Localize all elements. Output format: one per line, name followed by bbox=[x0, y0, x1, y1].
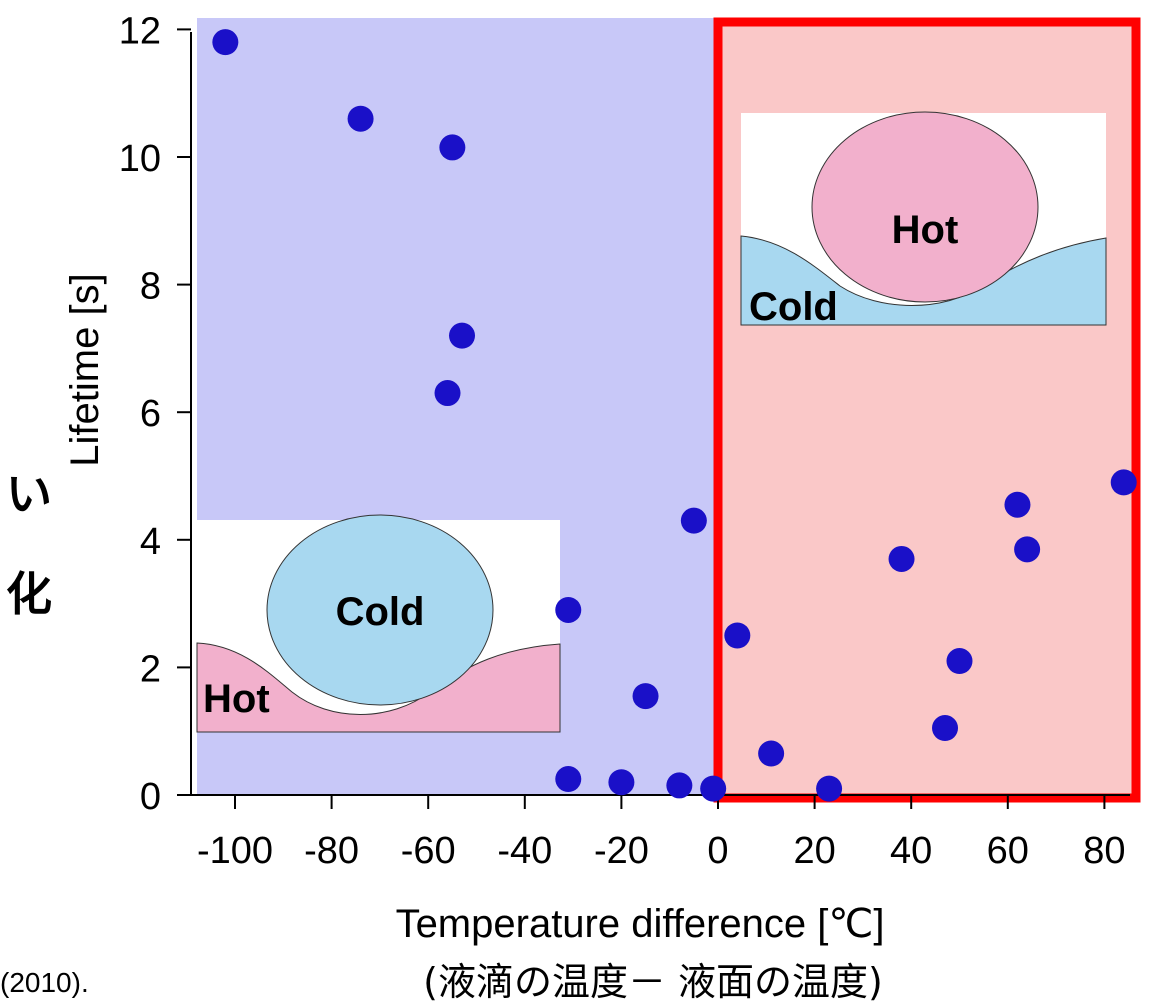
x-axis-title: Temperature difference [℃] bbox=[396, 902, 885, 946]
data-point bbox=[1110, 469, 1137, 496]
inset-cold-drop-on-hot-pool: Cold Hot bbox=[196, 514, 561, 733]
axis-ticks: 0 2 4 6 8 10 12 -100 -80 -60 -40 -20 0 20 40 60 80 bbox=[119, 10, 1126, 872]
x-tick-label: 20 bbox=[793, 830, 835, 872]
data-point bbox=[666, 772, 693, 799]
side-text-1: い bbox=[6, 467, 52, 521]
inset-pool-label: Hot bbox=[203, 677, 270, 721]
y-tick-label: 10 bbox=[119, 138, 161, 180]
data-point bbox=[700, 775, 727, 802]
data-point bbox=[555, 766, 582, 793]
y-tick-label: 2 bbox=[140, 648, 161, 690]
y-tick-label: 12 bbox=[119, 10, 161, 52]
data-point bbox=[1004, 491, 1031, 518]
data-point bbox=[555, 596, 582, 623]
x-tick-label: -40 bbox=[497, 830, 552, 872]
highlight-box bbox=[713, 17, 1141, 803]
x-tick-label: 40 bbox=[890, 830, 932, 872]
inset-pool-label: Cold bbox=[749, 285, 838, 329]
x-tick-label: -80 bbox=[304, 830, 359, 872]
data-point bbox=[724, 622, 751, 649]
data-point bbox=[608, 769, 635, 796]
data-point bbox=[212, 29, 239, 56]
data-points bbox=[212, 29, 1137, 802]
x-tick-label: 0 bbox=[707, 830, 728, 872]
data-point bbox=[816, 775, 843, 802]
data-point bbox=[888, 545, 915, 572]
data-point bbox=[347, 105, 374, 132]
y-axis-title: Lifetime [s] bbox=[63, 273, 107, 466]
x-tick-label: -20 bbox=[594, 830, 649, 872]
data-point bbox=[932, 715, 959, 742]
y-tick-label: 8 bbox=[140, 266, 161, 308]
x-tick-label: 60 bbox=[987, 830, 1029, 872]
data-point bbox=[1014, 536, 1041, 563]
y-tick-label: 6 bbox=[140, 393, 161, 435]
side-text-2: 化 bbox=[6, 567, 52, 621]
x-axis-subtitle: (液滴の温度－ 液面の温度) bbox=[423, 960, 883, 1004]
data-point bbox=[434, 380, 461, 407]
inset-hot-drop-on-cold-pool: Hot Cold bbox=[740, 111, 1107, 329]
inset-drop-label: Hot bbox=[892, 208, 959, 252]
data-point bbox=[449, 322, 476, 349]
data-point bbox=[439, 134, 466, 161]
y-tick-label: 4 bbox=[140, 521, 161, 563]
data-point bbox=[632, 683, 659, 710]
cold-pool-shape bbox=[740, 235, 1107, 326]
y-tick-label: 0 bbox=[140, 776, 161, 818]
x-tick-label: -100 bbox=[197, 830, 273, 872]
citation-text: (2010). bbox=[0, 967, 89, 998]
hot-drop-shape bbox=[811, 111, 1039, 303]
data-point bbox=[758, 740, 785, 767]
data-point bbox=[946, 648, 973, 675]
x-tick-label: -60 bbox=[401, 830, 456, 872]
x-tick-label: 80 bbox=[1083, 830, 1125, 872]
hot-pool-shape bbox=[196, 642, 561, 733]
inset-drop-label: Cold bbox=[336, 590, 425, 634]
data-point bbox=[680, 507, 707, 534]
cold-drop-shape bbox=[266, 514, 494, 706]
